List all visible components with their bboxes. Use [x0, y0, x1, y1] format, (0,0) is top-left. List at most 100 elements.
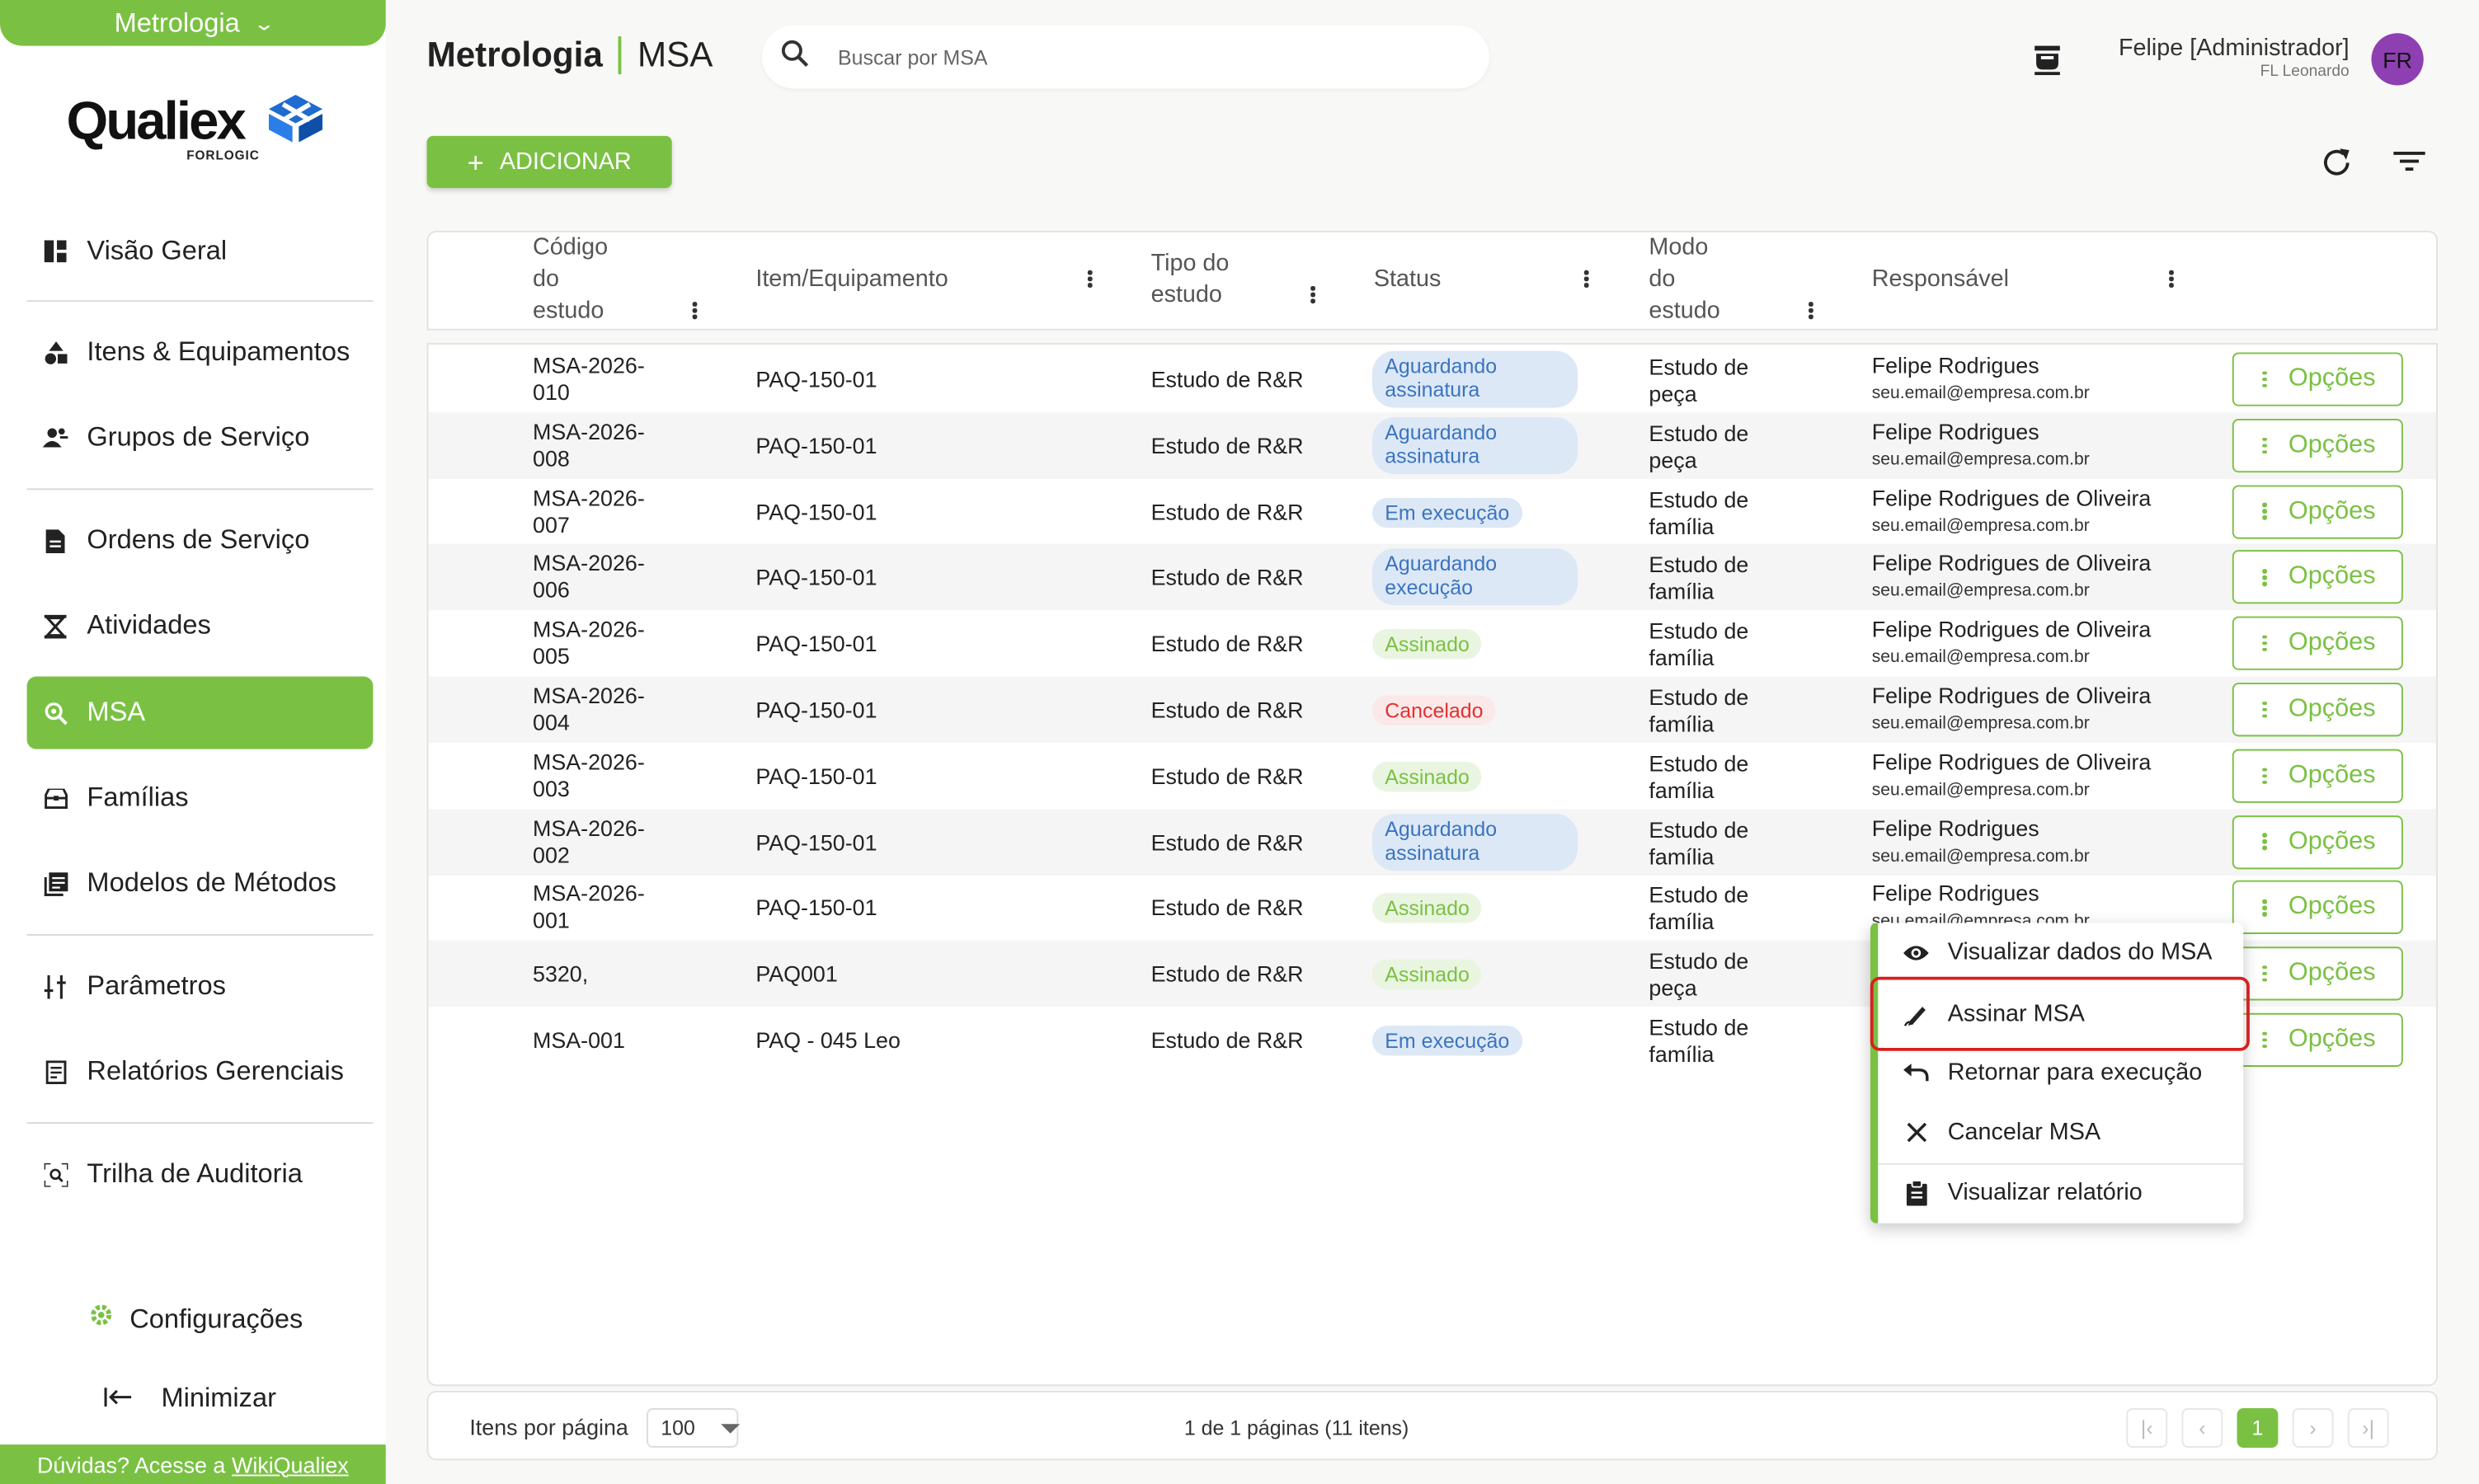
options-button[interactable]: Opções	[2232, 946, 2403, 1001]
search-input[interactable]	[838, 45, 1439, 69]
options-label: Opções	[2288, 959, 2376, 987]
column-header-tipo[interactable]: Tipo do estudo	[1151, 248, 1230, 312]
codigo-text: 001	[533, 908, 570, 933]
sidebar-item-msa[interactable]: MSA	[26, 676, 374, 749]
menu-item-cancelar[interactable]: Cancelar MSA	[1903, 1119, 2100, 1146]
table-row[interactable]: MSA-2026- 010 PAQ-150-01 Estudo de R&R Ag…	[429, 346, 2437, 413]
options-button[interactable]: Opções	[2232, 683, 2403, 737]
first-page-button[interactable]: |‹	[2126, 1408, 2168, 1448]
kebab-icon	[2262, 833, 2267, 851]
cell-modo: Estudo de família	[1649, 684, 1775, 738]
table-row[interactable]: MSA-2026- 002 PAQ-150-01 Estudo de R&R Ag…	[428, 808, 2437, 876]
sidebar-item-relatorios[interactable]: Relatórios Gerenciais	[27, 1036, 374, 1108]
options-button[interactable]: Opções	[2232, 749, 2403, 803]
cell-modo: Estudo de peça	[1649, 354, 1775, 407]
settings-link[interactable]: Configurações	[88, 1303, 303, 1336]
filter-icon[interactable]	[2392, 145, 2426, 185]
coffee-cup-icon[interactable]	[2031, 41, 2066, 84]
kebab-icon	[2262, 635, 2267, 652]
table-row[interactable]: MSA-2026- 004 PAQ-150-01 Estudo de R&R Ca…	[428, 676, 2437, 743]
sidebar-item-itens-equipamentos[interactable]: Itens & Equipamentos	[27, 316, 374, 388]
table-row[interactable]: MSA-2026- 001 PAQ-150-01 Estudo de R&R As…	[429, 875, 2437, 942]
table-row[interactable]: MSA-2026- 006 PAQ-150-01 Estudo de R&R Ag…	[428, 544, 2437, 611]
minimize-sidebar-button[interactable]: Minimizar	[104, 1383, 276, 1414]
next-page-button[interactable]: ›	[2292, 1408, 2334, 1448]
refresh-icon[interactable]	[2319, 145, 2354, 188]
options-button[interactable]: Opções	[2232, 418, 2403, 472]
sidebar-item-ordens-servico[interactable]: Ordens de Serviço	[27, 505, 374, 577]
options-button[interactable]: Opções	[2232, 484, 2403, 538]
table-row[interactable]: MSA-2026- 003 PAQ-150-01 Estudo de R&R As…	[429, 743, 2437, 810]
modo-text: família	[1649, 1041, 1715, 1067]
responsavel-email: seu.email@empresa.com.br	[1871, 846, 2090, 866]
codigo-text: 007	[533, 511, 570, 538]
options-button[interactable]: Opções	[2232, 881, 2403, 935]
kebab-icon	[2262, 437, 2267, 454]
column-menu-icon[interactable]	[2169, 270, 2176, 289]
sidebar-item-familias[interactable]: Famílias	[27, 762, 374, 834]
column-menu-icon[interactable]	[1809, 302, 1815, 321]
status-badge: Assinado	[1371, 629, 1483, 660]
column-header-item[interactable]: Item/Equipamento	[755, 264, 948, 295]
codigo-text: MSA-2026-	[533, 352, 645, 378]
column-header-modo[interactable]: Modo do estudo	[1649, 232, 1719, 327]
sidebar-item-parametros[interactable]: Parâmetros	[27, 950, 374, 1022]
options-button[interactable]: Opções	[2232, 616, 2403, 671]
column-menu-icon[interactable]	[692, 302, 699, 321]
codigo-text: 010	[533, 379, 570, 405]
cell-codigo: 5320,	[533, 961, 691, 989]
table-row[interactable]: MSA-2026- 005 PAQ-150-01 Estudo de R&R As…	[429, 610, 2437, 677]
cell-tipo: Estudo de R&R	[1150, 432, 1304, 458]
pagination-info: 1 de 1 páginas (11 itens)	[1183, 1416, 1409, 1440]
options-button[interactable]: Opções	[2232, 1012, 2403, 1067]
last-page-button[interactable]: ›|	[2347, 1408, 2389, 1448]
table-row[interactable]: MSA-2026- 008 PAQ-150-01 Estudo de R&R Ag…	[428, 411, 2437, 479]
menu-item-visualizar-relatorio[interactable]: Visualizar relatório	[1903, 1179, 2143, 1206]
column-header-codigo[interactable]: Código do estudo	[533, 232, 608, 327]
cell-item: PAQ-150-01	[755, 697, 877, 723]
cell-codigo: MSA-2026- 008	[533, 419, 691, 472]
page-button-current[interactable]: 1	[2237, 1408, 2279, 1448]
responsavel-name: Felipe Rodrigues de Oliveira	[1871, 550, 2152, 576]
cell-modo: Estudo de família	[1649, 552, 1775, 606]
table-row[interactable]: MSA-2026- 007 PAQ-150-01 Estudo de R&R Em…	[429, 478, 2437, 545]
menu-item-assinar[interactable]: Assinar MSA	[1903, 1000, 2085, 1027]
per-page-select[interactable]: 100	[647, 1408, 740, 1448]
cell-item: PAQ-150-01	[755, 763, 877, 789]
cell-tipo: Estudo de R&R	[1150, 960, 1304, 987]
table-row[interactable]: MSA-001 PAQ - 045 Leo Estudo de R&R Em ex…	[429, 1007, 2437, 1073]
column-header-status[interactable]: Status	[1374, 264, 1442, 295]
sidebar-item-trilha-auditoria[interactable]: Trilha de Auditoria	[27, 1138, 374, 1210]
options-button[interactable]: Opções	[2232, 550, 2403, 605]
column-menu-icon[interactable]	[1087, 270, 1094, 289]
sidebar-item-visao-geral[interactable]: Visão Geral	[27, 215, 374, 288]
wiki-link[interactable]: WikiQualiex	[231, 1451, 349, 1477]
options-label: Opções	[2288, 761, 2376, 789]
prev-page-button[interactable]: ‹	[2181, 1408, 2223, 1448]
menu-item-retornar-execucao[interactable]: Retornar para execução	[1903, 1059, 2202, 1086]
status-badge: Em execução	[1371, 497, 1522, 528]
kebab-icon	[2262, 1031, 2267, 1049]
user-info[interactable]: Felipe [Administrador] FL Leonardo	[2055, 35, 2350, 81]
menu-item-visualizar-dados[interactable]: Visualizar dados do MSA	[1903, 939, 2213, 965]
modo-text: Estudo de	[1649, 1014, 1749, 1040]
codigo-text: MSA-001	[533, 1027, 625, 1053]
cell-modo: Estudo de família	[1649, 816, 1775, 870]
cell-responsavel: Felipe Rodrigues seu.email@empresa.com.b…	[1872, 352, 2090, 407]
cell-item: PAQ-150-01	[755, 895, 877, 921]
options-button[interactable]: Opções	[2232, 352, 2403, 406]
avatar[interactable]: FR	[2371, 33, 2424, 86]
module-selector[interactable]: Metrologia ⌄	[0, 0, 386, 46]
column-header-responsavel[interactable]: Responsável	[1872, 264, 2009, 295]
sidebar-item-atividades[interactable]: Atividades	[27, 589, 374, 662]
status-text: assinatura	[1385, 840, 1480, 864]
audit-icon	[43, 1162, 68, 1187]
column-menu-icon[interactable]	[1310, 285, 1317, 305]
options-button[interactable]: Opções	[2232, 815, 2403, 869]
search-bar[interactable]	[761, 25, 1489, 89]
sidebar-item-label: MSA	[87, 697, 146, 727]
sidebar-item-grupos-servico[interactable]: Grupos de Serviço	[27, 402, 374, 474]
sidebar-item-modelos-metodos[interactable]: Modelos de Métodos	[27, 848, 374, 920]
column-menu-icon[interactable]	[1583, 270, 1591, 289]
add-button[interactable]: + ADICIONAR	[426, 135, 672, 189]
